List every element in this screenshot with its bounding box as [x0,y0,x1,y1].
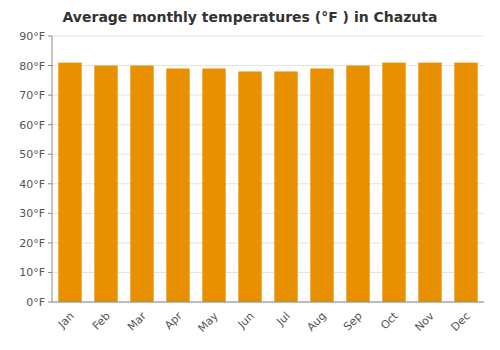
chart-container: Average monthly temperatures (°F ) in Ch… [0,0,500,350]
bar [418,63,441,302]
y-tick-label: 70°F [19,89,45,102]
tick-mark [48,272,52,273]
y-tick-label: 30°F [19,207,45,220]
x-tick-label: Nov [412,309,437,334]
x-tick-label: May [196,309,222,335]
tick-mark [48,213,52,214]
y-tick-label: 90°F [19,30,45,43]
y-tick-label: 0°F [26,296,45,309]
grid-line [52,36,484,37]
bar [202,69,225,302]
grid [52,36,484,302]
bar [274,71,297,302]
tick-mark [48,95,52,96]
bar [310,69,333,302]
tick-mark [48,154,52,155]
y-axis-line [52,36,53,302]
tick-mark [48,36,52,37]
y-tick-label: 50°F [19,148,45,161]
tick-mark [48,242,52,243]
x-tick-label: Dec [449,310,473,334]
y-tick-label: 20°F [19,237,45,250]
bar [94,66,117,302]
x-tick-label: Jan [55,310,77,332]
x-tick-label: Mar [125,309,149,333]
tick-mark [48,124,52,125]
x-axis: Jan Feb Mar Apr May Jun Jul Aug Sep Oct Nov Dec [55,309,473,335]
tick-mark [48,183,52,184]
x-axis-line [52,302,484,303]
bar [166,69,189,302]
y-tick-label: 80°F [19,60,45,73]
y-axis: 0°F 10°F 20°F 30°F 40°F 50°F 60°F 70°F 80°F 90°F [19,30,52,309]
title: Average monthly temperatures (°F ) in Ch… [63,9,438,25]
tick-mark [48,65,52,66]
x-tick-label: Feb [90,310,113,333]
tick-mark [48,302,52,303]
y-tick-label: 40°F [19,178,45,191]
x-tick-label: Aug [304,310,328,334]
bar [382,63,405,302]
y-tick-label: 10°F [19,266,45,279]
bar [58,63,81,302]
x-tick-label: Sep [341,310,365,334]
grid-line [52,302,484,303]
bar [238,71,261,302]
x-tick-label: Jul [273,310,292,329]
bar [130,66,153,302]
x-tick-label: Oct [378,309,401,332]
y-tick-label: 60°F [19,119,45,132]
bar [346,66,369,302]
chart: Average monthly temperatures (°F ) in Ch… [0,0,500,350]
bar [454,63,477,302]
bars [58,63,477,302]
x-tick-label: Jun [235,310,257,332]
x-tick-label: Apr [162,309,185,332]
